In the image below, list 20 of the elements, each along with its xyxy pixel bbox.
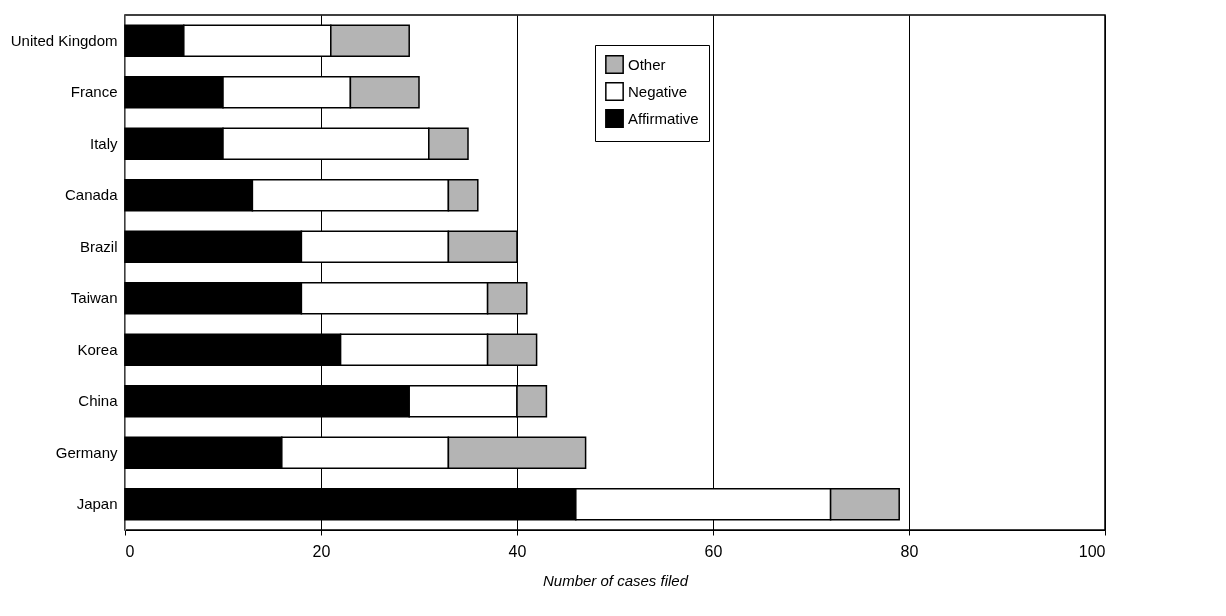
x-tick-label: 40 [508, 542, 527, 560]
x-tick-label: 80 [900, 542, 919, 560]
legend-label: Affirmative [628, 109, 699, 127]
y-tick-label: Italy [89, 134, 118, 152]
y-tick-label: China [78, 392, 119, 410]
y-tick-label: Korea [77, 340, 119, 358]
y-tick-label: Japan [76, 495, 118, 513]
legend-label: Negative [628, 82, 688, 100]
x-tick-label: 100 [1078, 542, 1106, 560]
y-tick-label: Germany [55, 443, 118, 461]
legend-label: Other [628, 55, 666, 73]
y-tick-label: Brazil [79, 237, 118, 255]
y-tick-label: France [70, 83, 118, 101]
x-tick-label: 20 [312, 542, 331, 560]
y-tick-label: Taiwan [70, 289, 118, 307]
y-tick-label: Canada [64, 186, 119, 204]
x-tick-label: 0 [125, 542, 135, 560]
x-axis-title: Number of cases filed [542, 571, 689, 589]
x-tick-label: 60 [704, 542, 723, 560]
y-tick-label: United Kingdom [10, 31, 118, 49]
